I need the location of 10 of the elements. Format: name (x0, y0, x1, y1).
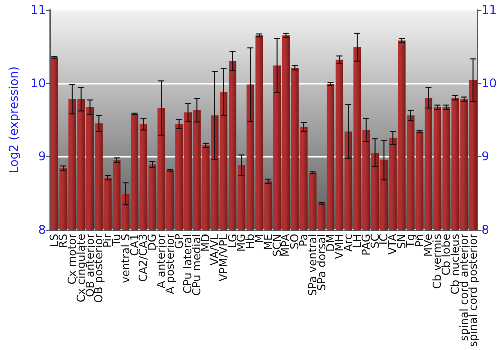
y2-tick-label: 8 (482, 223, 490, 238)
y2-tick-label: 11 (482, 3, 498, 17)
y-tick-label: 10 (30, 76, 46, 90)
y-tick-label: 8 (38, 223, 46, 238)
y-tick-label: 11 (30, 3, 46, 17)
y-axis-title: Log2 (expression) (7, 66, 21, 174)
y-tick-label: 9 (38, 150, 46, 164)
x-tick-label: OB posterior (92, 234, 106, 304)
y2-tick-label: 9 (482, 150, 490, 164)
y2-tick-label: 10 (482, 76, 498, 90)
